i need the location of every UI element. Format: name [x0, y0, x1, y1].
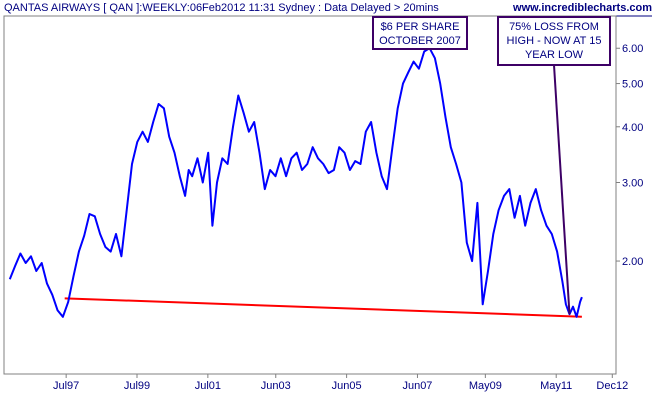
- annotation-text: 75% LOSS FROM: [509, 21, 599, 33]
- x-tick-label: Jul99: [124, 380, 150, 392]
- x-tick-label: Dec12: [596, 380, 628, 392]
- x-tick-label: Jun03: [261, 380, 291, 392]
- x-tick-label: Jul97: [53, 380, 79, 392]
- y-tick-label: 5.00: [622, 79, 643, 91]
- y-tick-label: 2.00: [622, 256, 643, 268]
- annotation-text: HIGH - NOW AT 15: [507, 35, 602, 47]
- price-series-line: [8, 47, 583, 318]
- chart-title: QANTAS AIRWAYS [ QAN ]:WEEKLY:06Feb2012 …: [4, 2, 439, 14]
- x-tick-label: May09: [469, 380, 502, 392]
- x-tick-label: Jun05: [332, 380, 362, 392]
- y-tick-label: 4.00: [622, 122, 643, 134]
- y-tick-label: 3.00: [622, 178, 643, 190]
- x-tick-label: Jun07: [402, 380, 432, 392]
- annotation-pointer: [553, 64, 571, 315]
- annotation-text: OCTOBER 2007: [379, 35, 461, 47]
- annotation-text: YEAR LOW: [525, 49, 584, 61]
- annotation-text: $6 PER SHARE: [381, 21, 460, 33]
- series-layer: [8, 47, 583, 318]
- y-axis: 2.00 3.00 4.00 5.00 6.00: [616, 43, 643, 268]
- x-axis: Jul97 Jul99 Jul01 Jun03 Jun05 Jun07 May09 May11…: [53, 374, 628, 392]
- support-trendline: [64, 297, 582, 318]
- y-tick-label: 6.00: [622, 43, 643, 55]
- annotation-box: [497, 16, 611, 66]
- x-tick-label: May11: [540, 380, 572, 392]
- annotation-layer: $6 PER SHARE OCTOBER 2007 75% LOSS FROM HIG…: [372, 16, 611, 315]
- annotation-box: [372, 16, 468, 50]
- site-credit: www.incrediblecharts.com: [512, 2, 652, 14]
- plot-frame: [3, 15, 617, 375]
- x-tick-label: Jul01: [195, 380, 221, 392]
